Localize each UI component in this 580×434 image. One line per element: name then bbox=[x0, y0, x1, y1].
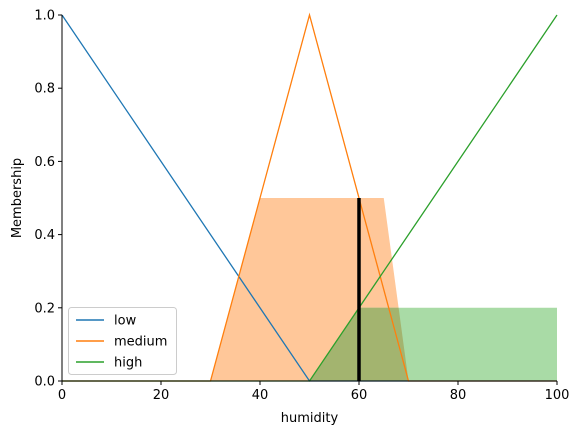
legend-label-high: high bbox=[114, 356, 142, 371]
legend-label-low: low bbox=[114, 314, 137, 329]
x-tick-label: 100 bbox=[545, 388, 570, 403]
axes: 0 20 40 60 80 100 0.0 0.2 0.4 0.6 0.8 1.0 bbox=[34, 9, 569, 404]
y-axis-title: Membership bbox=[10, 158, 25, 238]
x-tick-label: 0 bbox=[58, 388, 66, 403]
y-tick-label: 0.6 bbox=[34, 155, 55, 170]
legend-label-medium: medium bbox=[114, 335, 167, 350]
y-tick-label: 1.0 bbox=[34, 9, 55, 24]
y-tick-label: 0.0 bbox=[34, 375, 55, 390]
x-tick-label: 80 bbox=[450, 388, 467, 403]
x-axis-title: humidity bbox=[281, 411, 339, 426]
legend-box bbox=[68, 307, 177, 375]
x-tick-label: 40 bbox=[252, 388, 269, 403]
y-tick-label: 0.4 bbox=[34, 228, 55, 243]
legend: low medium high bbox=[68, 307, 177, 375]
y-tick-label: 0.8 bbox=[34, 82, 55, 97]
y-tick-label: 0.2 bbox=[34, 301, 55, 316]
x-tick-label: 20 bbox=[153, 388, 170, 403]
x-tick-label: 60 bbox=[351, 388, 368, 403]
